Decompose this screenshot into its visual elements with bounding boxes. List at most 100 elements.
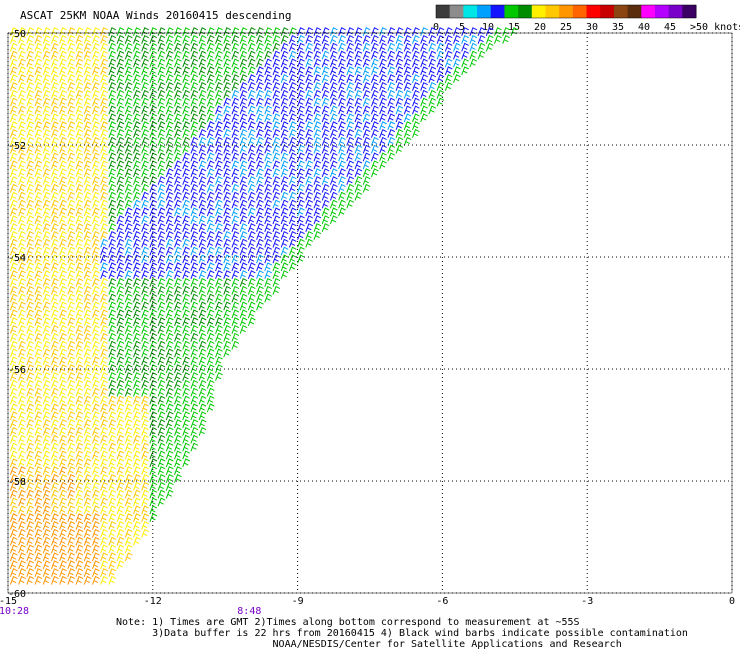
wind-barb xyxy=(313,81,322,91)
wind-barb xyxy=(198,207,207,217)
wind-barb xyxy=(346,34,355,44)
wind-barb xyxy=(420,27,428,36)
wind-barb xyxy=(50,450,59,460)
wind-barb xyxy=(100,364,108,374)
wind-barb xyxy=(67,528,76,538)
wind-barb xyxy=(67,238,76,248)
wind-barb xyxy=(133,458,141,468)
wind-barb xyxy=(321,74,330,84)
wind-barb xyxy=(157,356,166,366)
wind-barb xyxy=(215,254,223,264)
wind-barb xyxy=(116,426,125,436)
wind-barb xyxy=(116,450,125,460)
wind-barb xyxy=(412,66,420,76)
wind-barb xyxy=(231,309,240,319)
wind-barb xyxy=(67,246,76,256)
wind-barb xyxy=(338,34,346,44)
wind-barb xyxy=(67,473,76,483)
wind-barb xyxy=(124,481,133,491)
wind-barb xyxy=(157,325,166,334)
wind-barb xyxy=(100,199,108,209)
wind-barb xyxy=(34,395,43,405)
wind-barb xyxy=(272,270,281,280)
wind-barb xyxy=(34,466,43,476)
wind-barb xyxy=(256,105,264,115)
wind-barb xyxy=(182,191,190,201)
wind-barb xyxy=(83,411,92,421)
wind-barb xyxy=(141,81,149,91)
wind-barb xyxy=(157,411,166,421)
legend-color-swatch xyxy=(586,5,601,18)
wind-barb xyxy=(231,89,240,99)
wind-barb xyxy=(362,183,371,193)
wind-barb xyxy=(354,27,363,36)
wind-barb xyxy=(223,113,231,123)
graticule xyxy=(7,32,733,594)
wind-barb xyxy=(329,27,338,36)
wind-barb xyxy=(346,144,355,154)
wind-barb xyxy=(141,466,149,476)
wind-barb xyxy=(100,277,108,287)
wind-barb xyxy=(256,215,264,225)
wind-barb xyxy=(75,285,84,295)
wind-barb xyxy=(264,50,273,60)
wind-barb xyxy=(215,121,223,131)
wind-barb xyxy=(157,450,166,460)
wind-barb xyxy=(108,183,117,193)
wind-barb xyxy=(59,450,67,460)
wind-barb xyxy=(42,238,51,248)
wind-barb xyxy=(67,285,76,295)
wind-barb xyxy=(108,66,117,76)
wind-barb xyxy=(18,458,26,468)
wind-barb xyxy=(165,254,174,264)
wind-barb xyxy=(67,270,76,280)
wind-barb xyxy=(379,74,387,84)
wind-barb xyxy=(108,473,117,483)
wind-barb xyxy=(91,97,100,107)
wind-barb xyxy=(18,426,26,436)
wind-barb xyxy=(83,50,92,60)
wind-barb xyxy=(247,152,256,162)
wind-barb xyxy=(9,560,18,570)
wind-barb xyxy=(18,528,26,538)
wind-barb xyxy=(231,277,240,287)
wind-barb xyxy=(313,215,322,225)
wind-barb xyxy=(124,505,133,515)
wind-barb xyxy=(190,387,199,397)
wind-barb xyxy=(149,129,158,138)
wind-barb xyxy=(18,136,26,146)
wind-barb xyxy=(34,160,43,170)
wind-barb xyxy=(174,89,182,99)
wind-barb xyxy=(239,262,248,272)
wind-barb xyxy=(272,121,281,131)
wind-barb xyxy=(26,466,35,476)
wind-barb xyxy=(231,66,240,76)
wind-barb xyxy=(215,50,223,60)
wind-barb xyxy=(108,238,117,248)
wind-barb xyxy=(83,364,92,374)
wind-barb xyxy=(329,215,338,225)
wind-barb xyxy=(26,301,35,311)
wind-barb xyxy=(50,332,59,342)
wind-barb xyxy=(67,426,76,436)
wind-barb xyxy=(412,89,420,99)
wind-barb xyxy=(198,136,207,146)
wind-barb xyxy=(256,129,264,138)
wind-barb xyxy=(182,129,190,138)
wind-barb xyxy=(182,332,190,342)
wind-barb xyxy=(83,113,92,123)
wind-barb xyxy=(444,34,453,44)
wind-barb xyxy=(124,395,133,405)
wind-barb xyxy=(59,58,67,68)
note-line-2: 3)Data buffer is 22 hrs from 20160415 4)… xyxy=(116,628,688,639)
wind-barb xyxy=(42,348,51,358)
wind-barb xyxy=(198,301,207,311)
wind-barb xyxy=(469,27,478,36)
wind-barb xyxy=(198,325,207,334)
wind-barb xyxy=(157,458,166,468)
wind-barb xyxy=(108,176,117,185)
wind-barb xyxy=(297,105,305,115)
wind-barb xyxy=(59,199,67,209)
wind-barb xyxy=(116,521,125,530)
wind-barb xyxy=(215,215,223,225)
